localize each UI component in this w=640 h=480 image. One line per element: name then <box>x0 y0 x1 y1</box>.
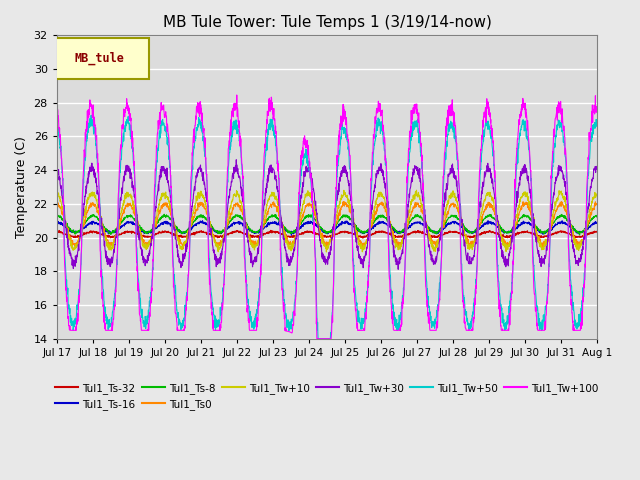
Tul1_Ts0 <box>340 199 348 204</box>
Tul1_Ts-16 <box>355 228 362 234</box>
Tul1_Ts-16 <box>546 227 554 233</box>
Tul1_Ts-32 <box>484 229 492 235</box>
Tul1_Tw+100 <box>546 239 554 244</box>
Tul1_Tw+10 <box>323 249 330 255</box>
Line: Tul1_Tw+50: Tul1_Tw+50 <box>57 115 597 339</box>
Tul1_Tw+10 <box>561 194 569 200</box>
Tul1_Tw+50 <box>204 198 212 204</box>
Tul1_Tw+50 <box>561 147 569 153</box>
Tul1_Ts-8 <box>561 213 568 218</box>
Tul1_Ts0 <box>53 201 61 207</box>
Tul1_Ts-32 <box>546 232 554 238</box>
Tul1_Tw+10 <box>343 193 351 199</box>
Title: MB Tule Tower: Tule Temps 1 (3/19/14-now): MB Tule Tower: Tule Temps 1 (3/19/14-now… <box>163 15 492 30</box>
Tul1_Tw+100 <box>355 327 362 333</box>
Tul1_Tw+50 <box>314 336 322 342</box>
Tul1_Tw+100 <box>233 92 241 98</box>
Tul1_Tw+50 <box>87 112 95 118</box>
Tul1_Ts-8 <box>484 214 492 220</box>
Line: Tul1_Ts-16: Tul1_Ts-16 <box>57 221 597 235</box>
Text: MB_tule: MB_tule <box>74 52 124 65</box>
Legend: Tul1_Ts-32, Tul1_Ts-16, Tul1_Ts-8, Tul1_Ts0, Tul1_Tw+10, Tul1_Tw+30, Tul1_Tw+50,: Tul1_Ts-32, Tul1_Ts-16, Tul1_Ts-8, Tul1_… <box>51 379 603 414</box>
Line: Tul1_Ts-32: Tul1_Ts-32 <box>57 230 597 238</box>
Tul1_Ts0 <box>561 205 569 211</box>
Tul1_Tw+10 <box>413 187 420 193</box>
Line: Tul1_Ts-8: Tul1_Ts-8 <box>57 214 597 235</box>
Tul1_Ts-8 <box>355 227 362 232</box>
Tul1_Tw+100 <box>593 107 601 112</box>
Tul1_Tw+10 <box>355 240 362 246</box>
Tul1_Tw+30 <box>546 221 554 227</box>
Tul1_Tw+50 <box>593 117 601 123</box>
Tul1_Ts0 <box>179 246 187 252</box>
Tul1_Tw+30 <box>561 182 569 188</box>
Tul1_Ts0 <box>355 235 362 240</box>
Tul1_Ts-16 <box>484 221 492 227</box>
Tul1_Ts-32 <box>343 229 351 235</box>
Tul1_Ts0 <box>546 229 554 235</box>
Tul1_Ts0 <box>204 212 212 218</box>
Tul1_Ts0 <box>484 199 492 205</box>
Line: Tul1_Tw+30: Tul1_Tw+30 <box>57 160 597 269</box>
Tul1_Tw+100 <box>561 134 569 140</box>
Tul1_Ts-32 <box>359 235 367 241</box>
Tul1_Ts-16 <box>287 232 295 238</box>
Tul1_Ts-32 <box>561 230 569 236</box>
Tul1_Tw+50 <box>546 242 554 248</box>
Tul1_Ts0 <box>593 201 601 207</box>
Tul1_Tw+50 <box>355 308 362 314</box>
Tul1_Tw+50 <box>343 133 351 139</box>
Tul1_Tw+10 <box>484 191 492 197</box>
Tul1_Tw+30 <box>53 165 61 171</box>
Tul1_Tw+100 <box>53 105 61 110</box>
Tul1_Ts-32 <box>267 228 275 233</box>
Tul1_Tw+50 <box>484 118 492 124</box>
FancyBboxPatch shape <box>49 38 148 79</box>
Tul1_Ts-8 <box>593 214 601 219</box>
Tul1_Ts-16 <box>343 219 351 225</box>
Tul1_Tw+100 <box>313 336 321 342</box>
Tul1_Ts-16 <box>204 222 211 228</box>
Tul1_Ts-32 <box>355 233 362 239</box>
Tul1_Ts0 <box>343 204 351 209</box>
Tul1_Tw+100 <box>484 101 492 107</box>
Tul1_Ts-8 <box>342 213 350 219</box>
Tul1_Tw+30 <box>484 167 492 172</box>
Line: Tul1_Tw+100: Tul1_Tw+100 <box>57 95 597 339</box>
Tul1_Tw+100 <box>343 129 351 134</box>
Tul1_Ts-16 <box>53 220 61 226</box>
Tul1_Ts-8 <box>53 211 61 217</box>
Tul1_Ts-8 <box>576 232 584 238</box>
Tul1_Tw+10 <box>546 225 554 231</box>
Tul1_Tw+10 <box>593 194 601 200</box>
Tul1_Tw+100 <box>204 198 211 204</box>
Tul1_Ts-8 <box>545 226 553 231</box>
Tul1_Ts-32 <box>53 228 61 234</box>
Line: Tul1_Tw+10: Tul1_Tw+10 <box>57 190 597 252</box>
Tul1_Ts-32 <box>593 228 601 234</box>
Y-axis label: Temperature (C): Temperature (C) <box>15 136 28 238</box>
Tul1_Ts-16 <box>561 220 569 226</box>
Tul1_Tw+30 <box>593 164 601 169</box>
Tul1_Tw+30 <box>204 199 211 205</box>
Tul1_Ts-8 <box>204 217 211 223</box>
Tul1_Tw+30 <box>343 173 351 179</box>
Tul1_Ts-32 <box>204 230 211 236</box>
Tul1_Tw+30 <box>394 266 402 272</box>
Tul1_Tw+30 <box>232 157 240 163</box>
Line: Tul1_Ts0: Tul1_Ts0 <box>57 202 597 249</box>
Tul1_Tw+50 <box>53 127 61 132</box>
Tul1_Tw+10 <box>53 190 61 196</box>
Tul1_Tw+30 <box>355 248 362 254</box>
Tul1_Ts-16 <box>484 218 492 224</box>
Tul1_Ts-16 <box>593 219 601 225</box>
Tul1_Tw+10 <box>204 212 211 218</box>
